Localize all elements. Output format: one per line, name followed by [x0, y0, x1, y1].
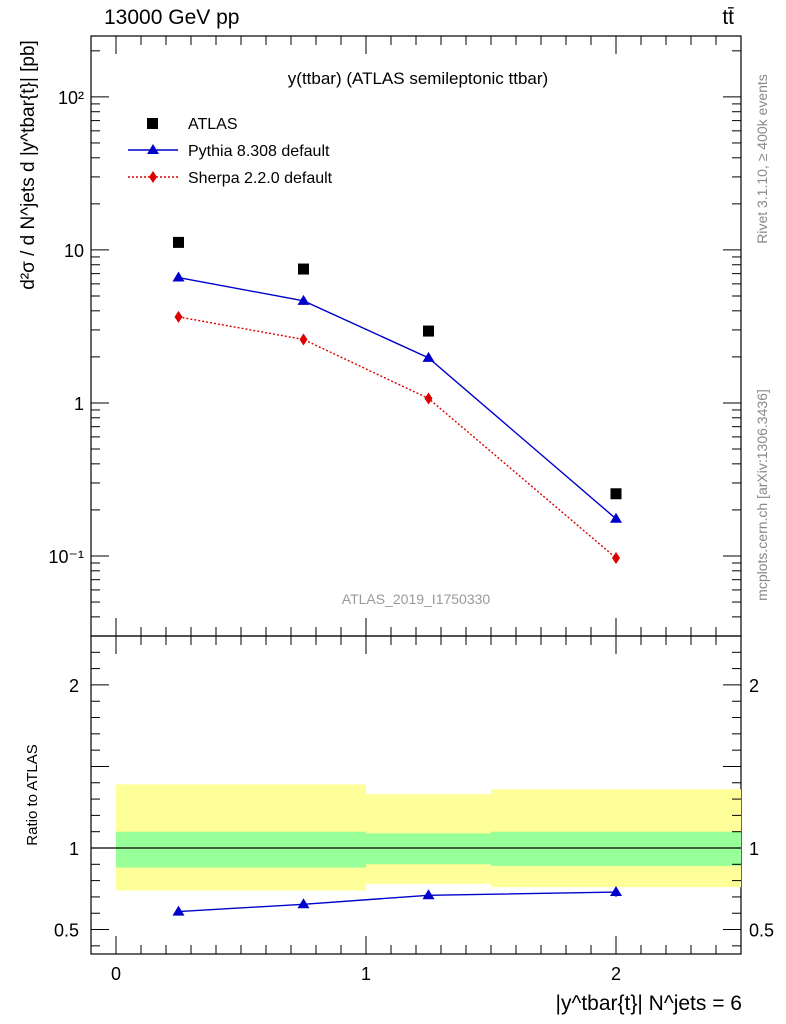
pythia-point	[422, 351, 435, 362]
ratio-ytick-label-right: 2	[749, 676, 759, 696]
legend-sherpa-marker	[149, 171, 157, 183]
legend-sherpa-label: Sherpa 2.2.0 default	[188, 170, 333, 187]
main-ytick-label: 10⁻¹	[48, 547, 84, 567]
ratio-pythia-point	[172, 905, 185, 916]
band-inner-1	[366, 833, 491, 865]
main-y-axis-label: d²σ / d N^jets d |y^tbar{t}| [pb]	[18, 40, 39, 290]
sherpa-point	[612, 552, 620, 565]
ratio-pythia-point	[297, 898, 310, 909]
pythia-point	[610, 512, 622, 523]
legend-pythia-label: Pythia 8.308 default	[188, 143, 330, 160]
side-note-rivet: Rivet 3.1.10, ≥ 400k events	[754, 74, 770, 244]
legend-atlas-marker	[147, 118, 158, 129]
atlas-point	[423, 325, 434, 337]
x-tick-label: 0	[111, 964, 121, 984]
uncertainty-bands	[116, 784, 741, 891]
sherpa-point	[299, 333, 308, 346]
ratio-ytick-label-right: 0.5	[749, 921, 774, 941]
main-ytick-label: 10	[64, 241, 84, 261]
main-ytick-label: 1	[74, 394, 84, 414]
ratio-ytick-label-left: 0.5	[54, 921, 79, 941]
ratio-y-axis-label: Ratio to ATLAS	[24, 744, 41, 845]
x-tick-label: 2	[611, 964, 621, 984]
axis-ticks: 10⁻¹ 1 10 10² 0 1 2 0.5 0.5 1 1 2 2	[48, 36, 774, 984]
side-note-mcplots: mcplots.cern.ch [arXiv:1306.3436]	[754, 389, 770, 601]
analysis-watermark: ATLAS_2019_I1750330	[342, 591, 491, 607]
main-chart-title: y(ttbar) (ATLAS semileptonic ttbar)	[288, 69, 548, 88]
pythia-point	[297, 294, 310, 305]
ratio-ytick-label-right: 1	[749, 839, 759, 859]
legend-pythia-marker	[147, 144, 159, 154]
x-tick-label: 1	[361, 964, 371, 984]
atlas-point	[173, 236, 184, 248]
line-triangle	[178, 276, 617, 520]
ratio-ytick-label-left: 2	[69, 676, 79, 696]
band-inner-2	[491, 831, 741, 866]
sherpa-point	[424, 392, 433, 405]
legend: ATLAS Pythia 8.308 default Sherpa 2.2.0 …	[128, 116, 333, 187]
atlas-point	[298, 263, 309, 275]
main-ytick-label: 10²	[58, 88, 84, 108]
ratio-pythia-point	[610, 886, 622, 897]
header-energy-label: 13000 GeV pp	[104, 6, 240, 29]
header-process-label: tt̄	[722, 6, 734, 29]
sherpa-point	[174, 310, 183, 323]
x-axis-label: |y^tbar{t}| N^jets = 6	[556, 992, 742, 1015]
legend-atlas-label: ATLAS	[188, 116, 238, 133]
ratio-line-pythia	[178, 891, 617, 913]
band-inner-0	[116, 831, 366, 868]
atlas-point	[610, 488, 622, 500]
line-diamond	[178, 316, 617, 559]
series-marks	[172, 236, 622, 916]
ratio-ytick-label-left: 1	[69, 839, 79, 859]
ratio-pythia-point	[422, 889, 435, 900]
pythia-point	[172, 271, 185, 282]
